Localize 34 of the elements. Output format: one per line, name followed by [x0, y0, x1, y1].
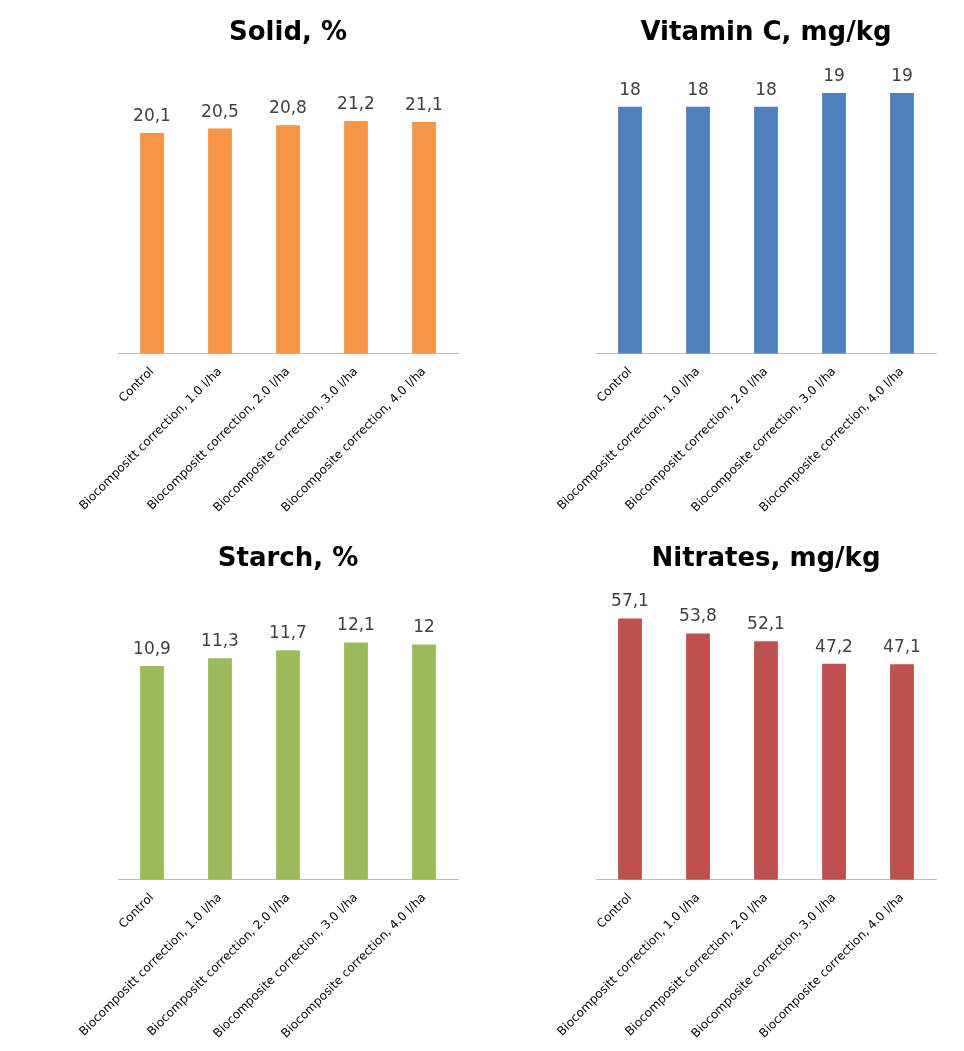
data-label: 19 [823, 64, 845, 85]
data-label: 52,1 [747, 613, 785, 634]
bar [686, 633, 710, 880]
data-label: 57,1 [611, 590, 649, 611]
data-label: 12 [413, 616, 435, 637]
data-label: 20,1 [133, 104, 171, 125]
data-label: 19 [891, 64, 913, 85]
data-label: 20,8 [269, 97, 307, 118]
bar [890, 664, 914, 880]
data-label: 53,8 [679, 605, 717, 626]
chart-title: Solid, % [228, 16, 348, 47]
data-label: 10,9 [133, 637, 171, 658]
bar [208, 658, 232, 880]
data-label: 20,5 [201, 100, 239, 121]
bar [754, 641, 778, 880]
data-label: 47,1 [883, 636, 921, 657]
data-label: 18 [619, 78, 641, 99]
bar [618, 618, 642, 880]
chart-title: Starch, % [217, 542, 359, 573]
bar [140, 665, 164, 880]
data-label: 18 [755, 78, 777, 99]
chart-title: Nitrates, mg/kg [651, 542, 881, 573]
bar [822, 663, 846, 880]
bar [344, 642, 368, 880]
bar [276, 650, 300, 880]
data-label: 21,1 [405, 93, 443, 114]
data-label: 11,3 [201, 630, 239, 651]
bar [412, 644, 436, 880]
chart-title: Vitamin C, mg/kg [640, 16, 892, 47]
data-label: 47,2 [815, 635, 853, 656]
data-label: 18 [687, 78, 709, 99]
data-label: 12,1 [337, 614, 375, 635]
data-label: 21,2 [337, 92, 375, 113]
data-label: 11,7 [269, 622, 307, 643]
